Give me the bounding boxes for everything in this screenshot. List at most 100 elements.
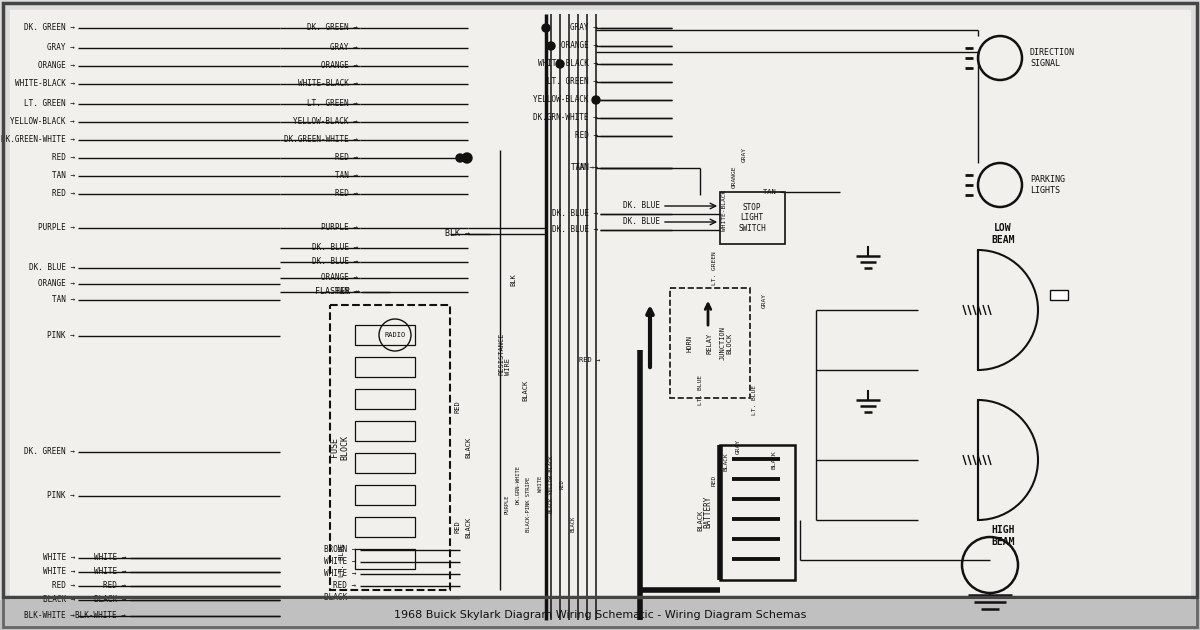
Bar bbox=[670, 288, 750, 398]
Text: BLACK: BLACK bbox=[772, 450, 776, 469]
Text: GRAY →: GRAY → bbox=[570, 23, 598, 33]
Text: GRAY: GRAY bbox=[736, 438, 740, 454]
Bar bbox=[720, 192, 785, 244]
Text: TAN →: TAN → bbox=[571, 164, 594, 173]
Text: RED →: RED → bbox=[578, 357, 600, 363]
Text: DK. GREEN →: DK. GREEN → bbox=[24, 23, 74, 33]
Text: WHITE-BLACK: WHITE-BLACK bbox=[721, 190, 726, 231]
Text: LT. BLUE: LT. BLUE bbox=[751, 385, 756, 415]
Text: LOW
BEAM: LOW BEAM bbox=[991, 224, 1015, 245]
Text: DK.GREEN-WHITE →: DK.GREEN-WHITE → bbox=[284, 135, 358, 144]
Text: BLACK-PINK STRIPE: BLACK-PINK STRIPE bbox=[527, 476, 532, 532]
Text: PINK →: PINK → bbox=[47, 491, 74, 500]
Text: FLASHER →: FLASHER → bbox=[314, 287, 360, 297]
Text: ORANGE →: ORANGE → bbox=[38, 62, 74, 71]
Bar bbox=[355, 421, 415, 441]
Bar bbox=[355, 389, 415, 409]
Text: WHITE →: WHITE → bbox=[94, 554, 126, 563]
Text: ORANGE →: ORANGE → bbox=[562, 42, 598, 50]
Text: DK. BLUE →: DK. BLUE → bbox=[312, 244, 358, 253]
Text: RED →: RED → bbox=[575, 132, 598, 140]
Text: GRAY: GRAY bbox=[762, 292, 767, 307]
Text: BLACK-YELLOW-BLACK: BLACK-YELLOW-BLACK bbox=[548, 455, 553, 513]
Text: BATTERY: BATTERY bbox=[703, 496, 713, 528]
Text: WHITE →: WHITE → bbox=[94, 568, 126, 576]
Text: WHITE-BLACK →: WHITE-BLACK → bbox=[538, 59, 598, 69]
Text: PURPLE: PURPLE bbox=[504, 495, 510, 513]
Text: WHITE →: WHITE → bbox=[43, 554, 74, 563]
Text: DK. BLUE →: DK. BLUE → bbox=[29, 263, 74, 273]
Text: JUNCTION
BLOCK: JUNCTION BLOCK bbox=[720, 326, 732, 360]
Text: TAN →: TAN → bbox=[575, 164, 598, 173]
Text: DK. BLUE →: DK. BLUE → bbox=[312, 258, 358, 266]
Text: BLACK: BLACK bbox=[466, 437, 470, 457]
Text: RESISTANCE
WIRE: RESISTANCE WIRE bbox=[498, 333, 511, 375]
Text: TAN →: TAN → bbox=[52, 295, 74, 304]
Text: DIRECTION
SIGNAL: DIRECTION SIGNAL bbox=[1030, 49, 1075, 67]
Text: LT. GREEN →: LT. GREEN → bbox=[307, 100, 358, 108]
Text: DK. BLUE →: DK. BLUE → bbox=[552, 210, 598, 219]
Text: BLACK →: BLACK → bbox=[94, 595, 126, 605]
Text: WHITE →: WHITE → bbox=[43, 568, 74, 576]
Circle shape bbox=[456, 154, 464, 162]
Text: DK.GREEN-WHITE →: DK.GREEN-WHITE → bbox=[1, 135, 74, 144]
Text: BLACK: BLACK bbox=[724, 452, 728, 471]
Text: FUSE
BLOCK: FUSE BLOCK bbox=[330, 435, 349, 459]
Bar bbox=[355, 485, 415, 505]
Text: BLK: BLK bbox=[510, 273, 516, 287]
Circle shape bbox=[462, 153, 472, 163]
Text: RED: RED bbox=[455, 520, 461, 534]
Text: DK.GRN-WHITE →: DK.GRN-WHITE → bbox=[533, 113, 598, 122]
Text: WHITE-BLACK →: WHITE-BLACK → bbox=[298, 79, 358, 88]
Bar bbox=[355, 549, 415, 569]
Text: ORANGE: ORANGE bbox=[732, 166, 737, 188]
Text: RED →: RED → bbox=[335, 190, 358, 198]
Text: LT. GREEN →: LT. GREEN → bbox=[24, 100, 74, 108]
Text: WHITE →: WHITE → bbox=[324, 558, 356, 566]
Text: RELAY: RELAY bbox=[707, 333, 713, 353]
Text: LT. GREEN: LT. GREEN bbox=[712, 251, 716, 285]
Text: WHITE: WHITE bbox=[538, 476, 542, 492]
Text: GRAY: GRAY bbox=[742, 147, 746, 163]
Text: ORANGE →: ORANGE → bbox=[38, 280, 74, 289]
Text: WHITE-BLACK →: WHITE-BLACK → bbox=[14, 79, 74, 88]
Text: TAN →: TAN → bbox=[763, 189, 784, 195]
Text: BLACK: BLACK bbox=[522, 379, 528, 401]
Text: HORN: HORN bbox=[686, 335, 694, 352]
Text: GRAY →: GRAY → bbox=[330, 43, 358, 52]
Text: YELLOW-BLACK →: YELLOW-BLACK → bbox=[533, 96, 598, 105]
Text: PARKING
LIGHTS: PARKING LIGHTS bbox=[1030, 175, 1066, 195]
Text: BLK →: BLK → bbox=[445, 229, 470, 239]
Text: RED: RED bbox=[559, 479, 564, 489]
Bar bbox=[355, 325, 415, 345]
Text: TAN →: TAN → bbox=[52, 171, 74, 181]
Circle shape bbox=[542, 24, 550, 32]
Text: PURPLE →: PURPLE → bbox=[38, 224, 74, 232]
Text: STOP
LIGHT
SWITCH: STOP LIGHT SWITCH bbox=[738, 203, 766, 233]
Bar bbox=[330, 305, 450, 590]
Text: WHITE →: WHITE → bbox=[324, 570, 356, 578]
Text: TAN →: TAN → bbox=[335, 171, 358, 181]
Circle shape bbox=[556, 60, 564, 68]
Bar bbox=[355, 453, 415, 473]
Bar bbox=[0, 600, 1200, 630]
Text: BLK-WHITE →: BLK-WHITE → bbox=[76, 612, 126, 621]
Text: DK. GREEN →: DK. GREEN → bbox=[307, 23, 358, 33]
Bar bbox=[720, 445, 796, 580]
Text: HIGH
BEAM: HIGH BEAM bbox=[991, 525, 1015, 547]
Bar bbox=[355, 357, 415, 377]
Circle shape bbox=[592, 96, 600, 104]
Text: RED: RED bbox=[455, 401, 461, 413]
Text: YELLOW-BLACK →: YELLOW-BLACK → bbox=[293, 118, 358, 127]
Bar bbox=[1050, 290, 1068, 300]
Text: BLACK: BLACK bbox=[466, 517, 470, 537]
Text: BLACK: BLACK bbox=[697, 510, 703, 530]
Text: DK. BLUE: DK. BLUE bbox=[623, 217, 660, 227]
Text: TAN →: TAN → bbox=[335, 287, 358, 297]
Text: ORANGE →: ORANGE → bbox=[322, 62, 358, 71]
Circle shape bbox=[547, 42, 554, 50]
Text: RED →: RED → bbox=[332, 581, 356, 590]
Text: ORANGE →: ORANGE → bbox=[322, 273, 358, 282]
Text: RED: RED bbox=[712, 474, 716, 486]
Text: BLACK →: BLACK → bbox=[43, 595, 74, 605]
